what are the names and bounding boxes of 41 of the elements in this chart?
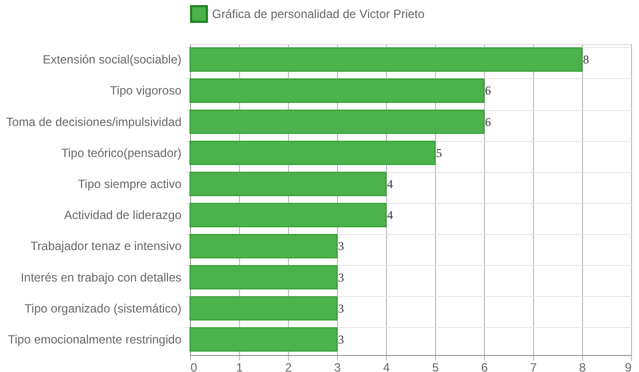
bar xyxy=(190,47,582,72)
data-label: 4 xyxy=(387,208,393,222)
x-tick-label: 7 xyxy=(530,360,538,372)
y-tick-label: Trabajador tenaz e intensivo xyxy=(30,239,182,254)
data-label: 8 xyxy=(583,52,589,67)
x-tick-label: 6 xyxy=(481,360,488,372)
data-label: 6 xyxy=(485,84,491,98)
bar xyxy=(190,202,386,228)
x-tick-label: 5 xyxy=(432,360,440,372)
x-tick-label: 3 xyxy=(334,360,342,372)
x-tick-label: 2 xyxy=(285,360,292,372)
bar xyxy=(190,265,338,290)
x-tick-label: 9 xyxy=(624,360,632,372)
bar xyxy=(190,78,484,103)
y-tick-label: Tipo vigoroso xyxy=(110,84,182,98)
data-label: 4 xyxy=(387,176,393,191)
y-tick-label: Toma de decisiones/impulsividad xyxy=(6,114,182,129)
y-tick-label: Extensión social(sociable) xyxy=(42,52,182,67)
data-label: 6 xyxy=(485,114,491,129)
bar xyxy=(190,234,338,258)
y-tick-label: Tipo organizado (sistemático) xyxy=(24,301,182,316)
bar xyxy=(190,140,436,166)
x-tick-label: 8 xyxy=(579,360,586,372)
x-tick-label: 4 xyxy=(383,360,390,372)
y-tick-label: Tipo siempre activo xyxy=(78,176,182,191)
data-label: 3 xyxy=(338,270,344,284)
y-tick-label: Tipo emocionalmente restringido xyxy=(8,332,182,346)
bar xyxy=(190,110,484,134)
y-tick-label: Tipo teórico(pensador) xyxy=(61,146,182,160)
y-tick-label: Interés en trabajo con detalles xyxy=(20,270,182,284)
data-label: 3 xyxy=(338,332,344,346)
legend-label: Gráfica de personalidad de Victor Prieto xyxy=(212,7,425,21)
data-label: 3 xyxy=(338,301,344,316)
y-tick-label: Actividad de liderazgo xyxy=(64,208,182,222)
data-label: 5 xyxy=(436,146,442,160)
x-tick-label: 1 xyxy=(236,360,244,372)
data-label: 3 xyxy=(338,239,344,254)
x-tick-label: 0 xyxy=(190,360,198,372)
bar xyxy=(190,327,338,352)
bar xyxy=(190,172,386,196)
bar xyxy=(190,296,338,321)
